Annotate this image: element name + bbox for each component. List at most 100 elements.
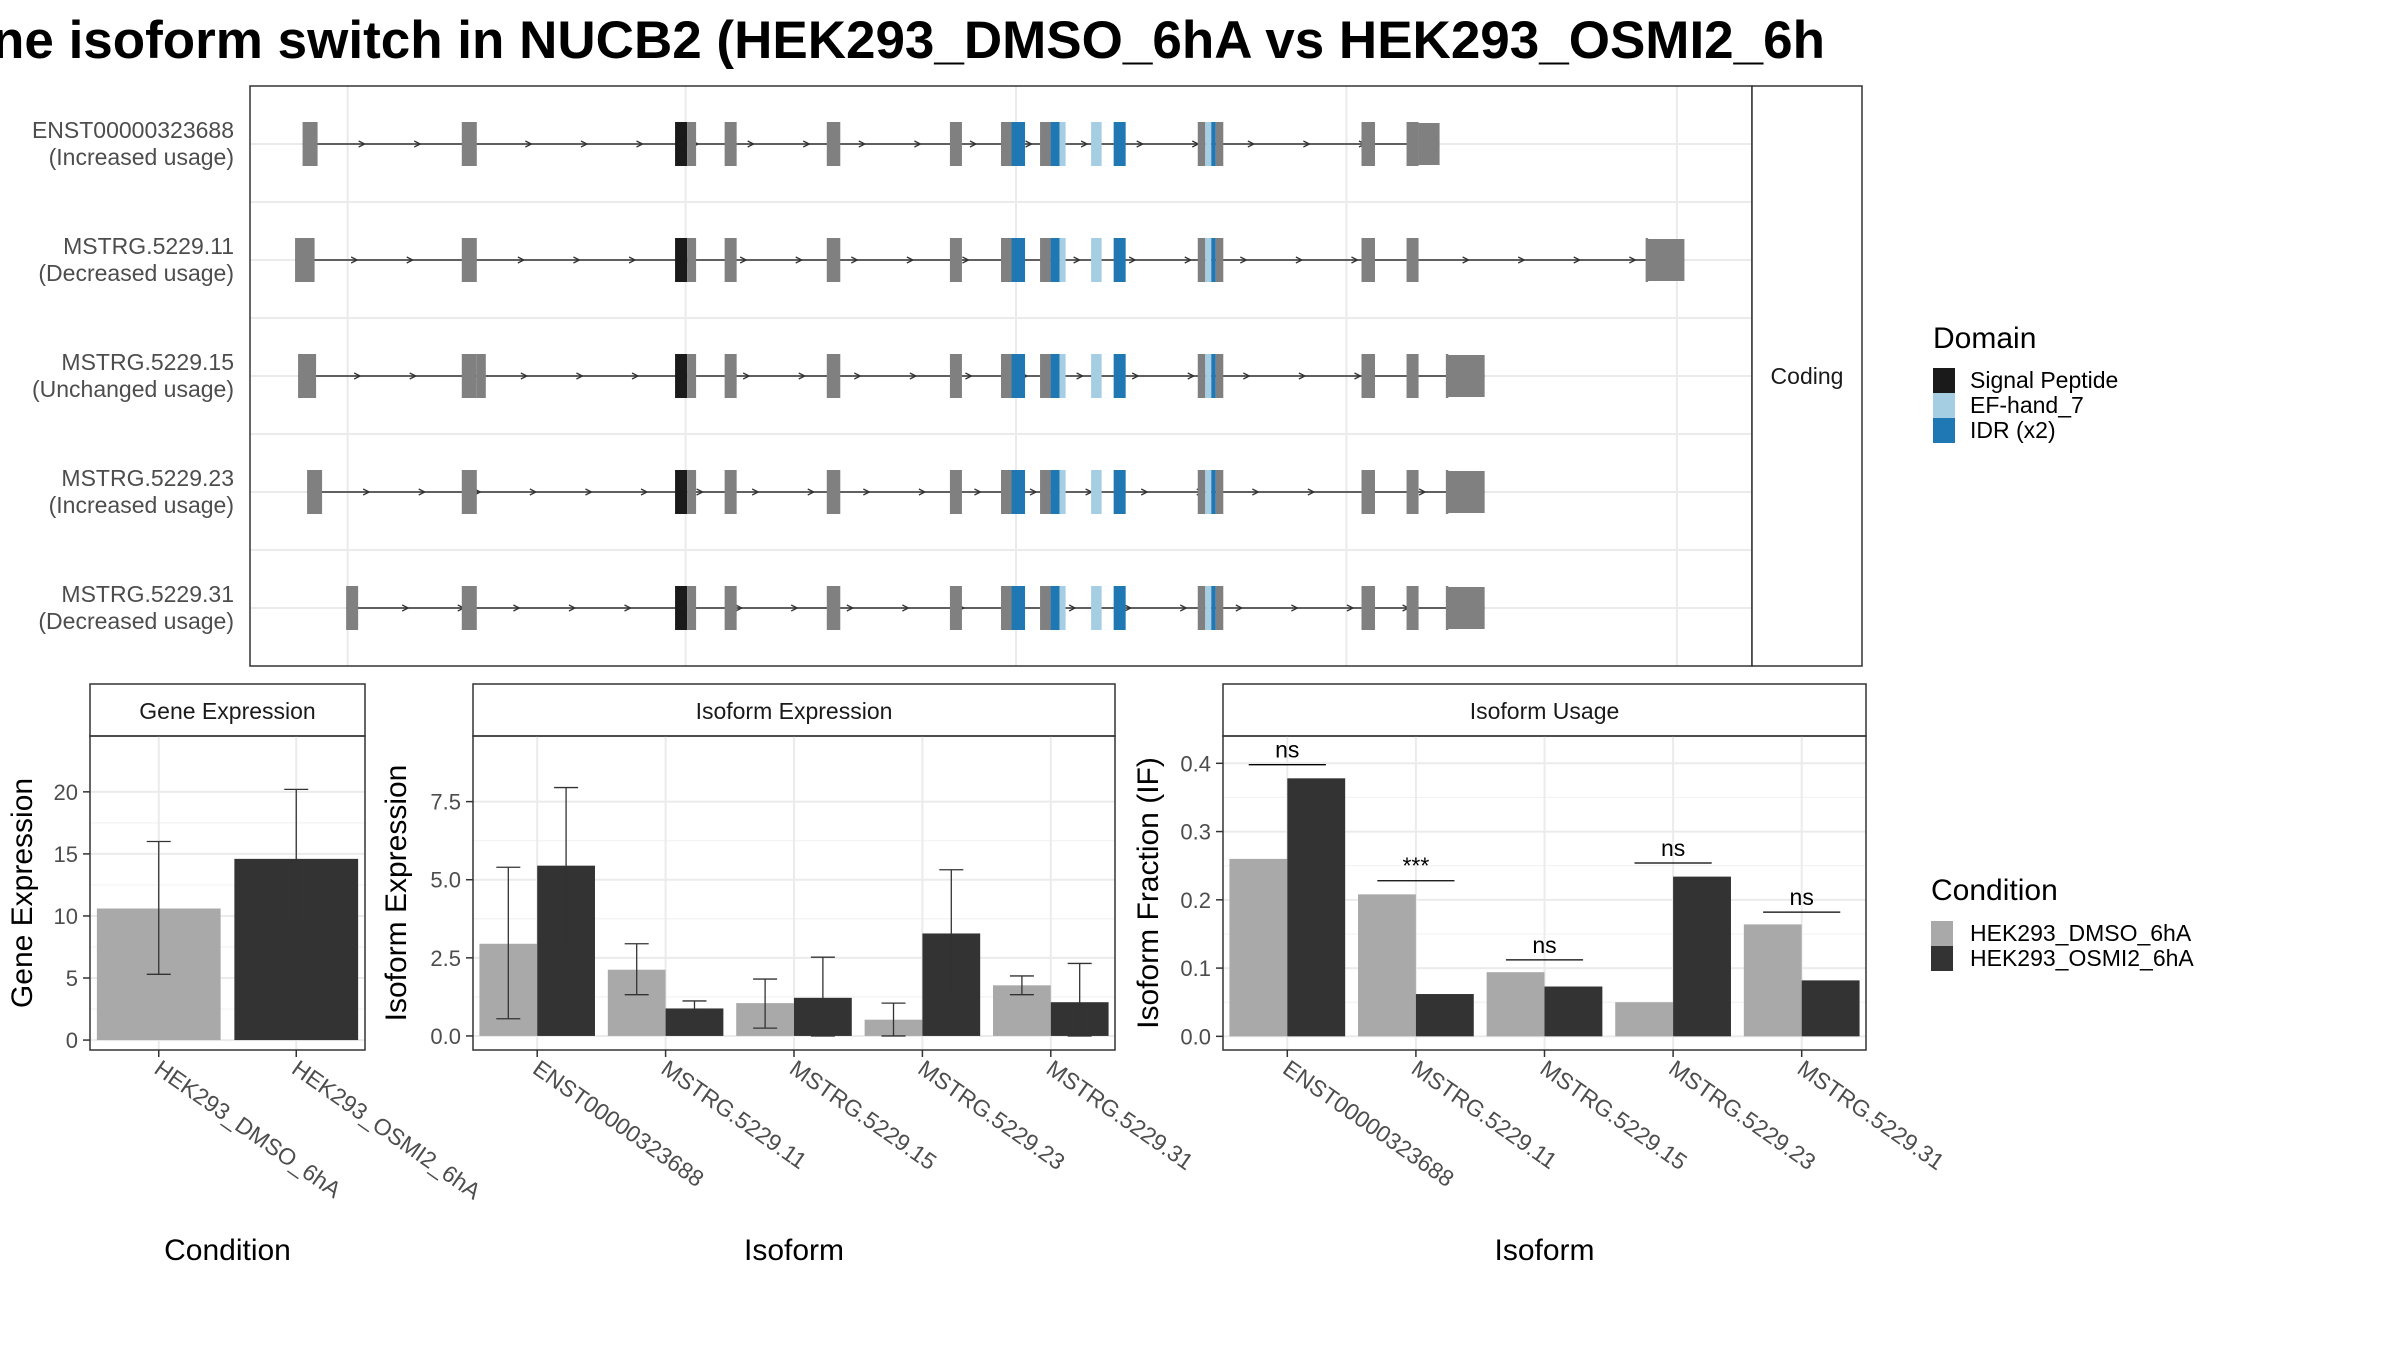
bar bbox=[1743, 924, 1802, 1037]
domain-segment bbox=[1011, 470, 1026, 514]
direction-arrow bbox=[962, 256, 970, 264]
condition-legend-title: Condition bbox=[1931, 874, 2058, 907]
bar bbox=[1673, 876, 1731, 1037]
direction-arrow bbox=[1068, 604, 1077, 612]
direction-arrow bbox=[580, 140, 589, 148]
domain-segment bbox=[1050, 354, 1060, 398]
exon-box bbox=[461, 586, 477, 630]
exon-box bbox=[461, 122, 477, 166]
legend-swatch bbox=[1933, 393, 1955, 418]
exon-box bbox=[1361, 122, 1375, 166]
utr-box bbox=[1418, 123, 1440, 165]
domain-segment bbox=[1050, 122, 1060, 166]
isoform-track: MSTRG.5229.31(Decreased usage) bbox=[38, 549, 1752, 634]
y-tick-label: 0 bbox=[66, 1028, 78, 1053]
direction-arrow bbox=[858, 140, 867, 148]
direction-arrow bbox=[520, 372, 529, 380]
exon-box bbox=[949, 586, 962, 630]
direction-arrow bbox=[1080, 140, 1089, 148]
exon-box bbox=[724, 122, 737, 166]
isoform-expression-panel: Isoform ExpressionENST00000323688MSTRG.5… bbox=[380, 683, 1198, 1267]
domain-segment bbox=[1091, 354, 1102, 398]
direction-arrow bbox=[525, 140, 533, 148]
direction-arrow bbox=[1517, 256, 1526, 264]
direction-arrow bbox=[969, 140, 978, 148]
direction-arrow bbox=[1629, 256, 1637, 264]
isoform-id-label: MSTRG.5229.11 bbox=[63, 233, 234, 259]
exon-box bbox=[1001, 122, 1012, 166]
direction-arrow bbox=[1354, 372, 1362, 380]
exon-box bbox=[1361, 238, 1375, 282]
direction-arrow bbox=[1243, 372, 1251, 380]
exon-box bbox=[1197, 122, 1206, 166]
significance-label: *** bbox=[1402, 853, 1429, 879]
domain-segment bbox=[1205, 238, 1212, 282]
direction-arrow bbox=[628, 256, 637, 264]
isoform-id-label: ENST00000323688 bbox=[32, 117, 234, 143]
domain-segment bbox=[1091, 238, 1102, 282]
direction-arrow bbox=[636, 140, 644, 148]
direction-arrow bbox=[1240, 256, 1248, 264]
bar bbox=[1801, 980, 1860, 1037]
direction-arrow bbox=[807, 488, 816, 496]
utr-box bbox=[1447, 355, 1485, 397]
direction-arrow bbox=[362, 488, 371, 496]
direction-arrow bbox=[1184, 256, 1193, 264]
gene-expression-panel: Gene ExpressionHEK293_DMSO_6hAHEK293_OSM… bbox=[6, 683, 486, 1267]
exon-box bbox=[461, 238, 477, 282]
direction-arrow bbox=[1076, 372, 1085, 380]
exon-box bbox=[1215, 238, 1224, 282]
domain-segment bbox=[1211, 470, 1216, 514]
domain-segment bbox=[1211, 122, 1216, 166]
direction-arrow bbox=[401, 604, 410, 612]
exon-box bbox=[302, 122, 318, 166]
exon-box bbox=[1197, 586, 1206, 630]
direction-arrow bbox=[1303, 140, 1311, 148]
exon-box bbox=[1197, 354, 1206, 398]
domain-segment bbox=[1050, 238, 1060, 282]
direction-arrow bbox=[1136, 140, 1145, 148]
direction-arrow bbox=[1252, 488, 1260, 496]
panel-strip-label: Isoform Usage bbox=[1470, 698, 1620, 724]
exon-box bbox=[1406, 586, 1419, 630]
exon-box bbox=[1406, 122, 1419, 166]
y-tick-label: 0.3 bbox=[1180, 820, 1211, 845]
bar bbox=[1486, 972, 1545, 1037]
exon-box bbox=[1215, 354, 1224, 398]
domain-segment bbox=[1211, 238, 1216, 282]
x-axis-title: Isoform bbox=[1494, 1234, 1594, 1267]
domain-segment bbox=[1113, 586, 1126, 630]
exon-box bbox=[724, 470, 737, 514]
direction-arrow bbox=[640, 488, 649, 496]
y-axis-title: Isoform Expression bbox=[380, 765, 413, 1022]
domain-segment bbox=[1011, 238, 1026, 282]
direction-arrow bbox=[1073, 256, 1082, 264]
exon-box bbox=[1197, 470, 1206, 514]
domain-segment bbox=[1205, 354, 1212, 398]
direction-arrow bbox=[739, 256, 748, 264]
direction-arrow bbox=[1128, 256, 1137, 264]
domain-segment bbox=[1113, 238, 1126, 282]
domain-segment bbox=[675, 470, 688, 514]
direction-arrow bbox=[1291, 604, 1299, 612]
direction-arrow bbox=[585, 488, 593, 496]
direction-arrow bbox=[742, 372, 751, 380]
direction-arrow bbox=[1140, 488, 1149, 496]
direction-arrow bbox=[573, 256, 581, 264]
direction-arrow bbox=[798, 372, 807, 380]
exon-box bbox=[298, 354, 317, 398]
direction-arrow bbox=[409, 372, 418, 380]
direction-arrow bbox=[350, 256, 359, 264]
isoform-id-label: MSTRG.5229.23 bbox=[61, 465, 234, 491]
utr-box bbox=[1646, 239, 1685, 281]
exon-box bbox=[1215, 470, 1224, 514]
bar bbox=[1358, 894, 1416, 1037]
exon-box bbox=[949, 238, 962, 282]
exon-box bbox=[949, 354, 962, 398]
facet-strip-label: Coding bbox=[1771, 363, 1844, 389]
facet-strip bbox=[1751, 85, 1863, 667]
domain-segment bbox=[1091, 586, 1102, 630]
domain-segment bbox=[1113, 354, 1126, 398]
y-tick-label: 5 bbox=[66, 966, 78, 991]
